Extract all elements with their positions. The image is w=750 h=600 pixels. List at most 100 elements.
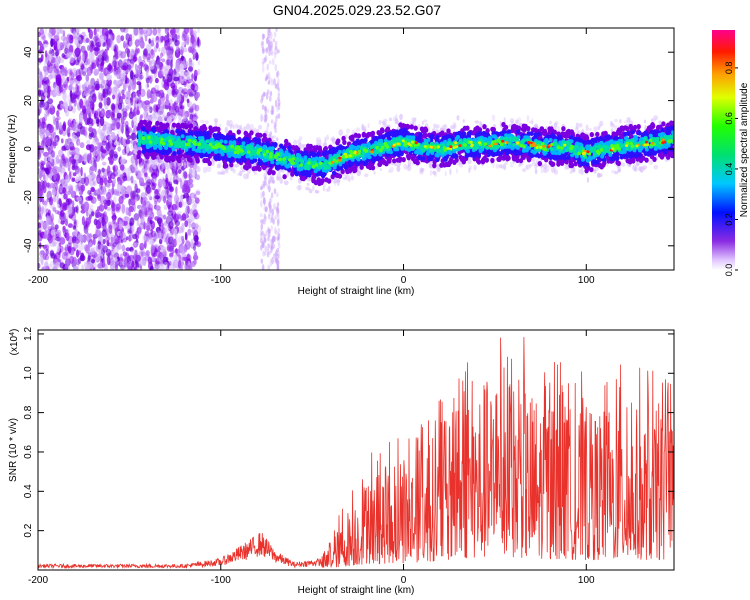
spectrogram-halo-point [429, 169, 433, 176]
spectrogram-noise-point [82, 126, 86, 136]
spectrogram-stripe-point [267, 80, 271, 85]
spectrogram-noise-point [53, 132, 57, 141]
spectrogram-noise-point [57, 166, 62, 173]
spectrogram-noise-point [177, 169, 182, 175]
spectrogram-stripe-point [263, 237, 267, 243]
spectrogram-noise-point [89, 109, 92, 118]
spectrogram-noise-point [181, 213, 187, 221]
spectrogram-noise-point [147, 237, 154, 245]
spectrogram-noise-point [144, 222, 151, 229]
spectrogram-noise-point [52, 153, 55, 158]
spectrogram-noise-point [109, 149, 115, 158]
spectrogram-noise-point [71, 177, 76, 182]
spectrogram-noise-point [78, 89, 82, 95]
spectrogram-noise-point [163, 214, 167, 220]
spectrogram-noise-point [135, 263, 139, 268]
spectrogram-noise-point [98, 92, 104, 102]
spectrogram-halo-point [162, 114, 166, 122]
spectrogram-noise-point [53, 258, 59, 269]
spectrogram-noise-point [164, 28, 169, 35]
spectrogram-noise-point [160, 232, 164, 238]
spectrogram-noise-point [53, 206, 57, 213]
spectrogram-stripe-point [260, 223, 264, 230]
spectrogram-noise-point [125, 138, 131, 145]
spectrogram-stripe-point [270, 214, 274, 220]
spectrogram-noise-point [57, 203, 60, 209]
spectrogram-stripe-point [267, 33, 271, 39]
spectrogram-noise-point [39, 89, 44, 97]
spectrogram-noise-point [158, 238, 163, 245]
spectrogram-noise-point [175, 212, 181, 218]
spectrogram-noise-point [132, 180, 137, 185]
spectrogram-noise-point [168, 256, 175, 265]
spectrogram-noise-point [38, 168, 41, 175]
spectrogram-noise-point [164, 226, 170, 233]
spectrogram-stripe-point [264, 181, 267, 186]
spectrogram-stripe-point [264, 105, 267, 112]
spectrogram-noise-point [187, 66, 194, 72]
spectrogram-noise-point [125, 207, 129, 216]
spectrogram-noise-point [179, 71, 183, 77]
spectrogram-noise-point [69, 185, 74, 195]
spectrogram-noise-point [90, 186, 95, 193]
spectrogram-noise-point [79, 156, 85, 163]
spectrogram-noise-point [79, 142, 85, 149]
spectrogram-noise-point [131, 121, 138, 127]
spectrogram-noise-point [167, 88, 172, 96]
spectrogram-noise-point [83, 220, 88, 230]
spectrogram-noise-point [49, 261, 55, 267]
spectrogram-noise-point [151, 37, 155, 43]
spectrogram-noise-point [102, 238, 106, 245]
spectrogram-noise-point [140, 251, 146, 257]
spectrogram-noise-point [92, 237, 96, 246]
spectrogram-stripe-point [266, 122, 270, 128]
spectrogram-halo-point [177, 115, 183, 121]
spectrogram-noise-point [183, 113, 187, 122]
spectrogram-noise-point [160, 100, 165, 106]
spectrogram-noise-point [192, 29, 198, 36]
spectrogram-noise-point [129, 217, 135, 226]
spectrogram-noise-point [118, 90, 122, 95]
spectrogram-noise-point [174, 220, 180, 227]
spectrogram-noise-point [129, 246, 134, 252]
spectrogram-ridge-point [501, 121, 506, 128]
spectrogram-noise-point [178, 107, 185, 117]
spectrogram-noise-point [161, 65, 167, 76]
spectrogram-stripe-point [263, 213, 267, 219]
spectrogram-noise-point [108, 29, 113, 35]
spectrogram-noise-point [145, 250, 150, 257]
spectrogram-noise-point [184, 258, 189, 266]
spectrogram-noise-point [164, 220, 168, 227]
spectrogram-noise-point [120, 116, 125, 125]
spectrogram-noise-point [120, 51, 127, 59]
spectrogram-noise-point [78, 199, 84, 206]
spectrogram-noise-point [150, 42, 155, 47]
spectrogram-noise-point [129, 51, 134, 59]
spectrogram-noise-point [66, 158, 69, 164]
spectrogram-halo-point [540, 169, 544, 174]
spectrogram-noise-point [102, 258, 106, 268]
spectrogram-noise-point [78, 82, 81, 91]
spectrogram-noise-point [193, 194, 197, 200]
spectrogram-noise-point [80, 166, 83, 177]
spectrogram-noise-point [110, 236, 114, 244]
spectrogram-noise-point [143, 112, 149, 120]
spectrogram-noise-point [64, 184, 69, 189]
spectrogram-noise-point [54, 51, 60, 56]
spectrogram-noise-point [128, 234, 132, 242]
spectrogram-ridge-point [523, 123, 528, 129]
spectrogram-noise-point [52, 241, 57, 247]
spectrogram-halo-point [517, 117, 522, 123]
spectrogram-noise-point [50, 213, 55, 223]
spectrogram-noise-point [81, 264, 85, 270]
spectrogram-noise-point [53, 63, 57, 73]
spectrogram-noise-point [118, 54, 124, 59]
spectrogram-noise-point [65, 174, 71, 183]
spectrogram-noise-point [75, 164, 78, 169]
spectrogram-noise-point [61, 145, 67, 152]
spectrogram-halo-point [534, 168, 538, 175]
spectrogram-noise-point [43, 43, 48, 48]
spectrogram-noise-point [67, 205, 73, 215]
spectrogram-noise-point [72, 225, 77, 230]
spectrogram-noise-point [190, 261, 196, 267]
